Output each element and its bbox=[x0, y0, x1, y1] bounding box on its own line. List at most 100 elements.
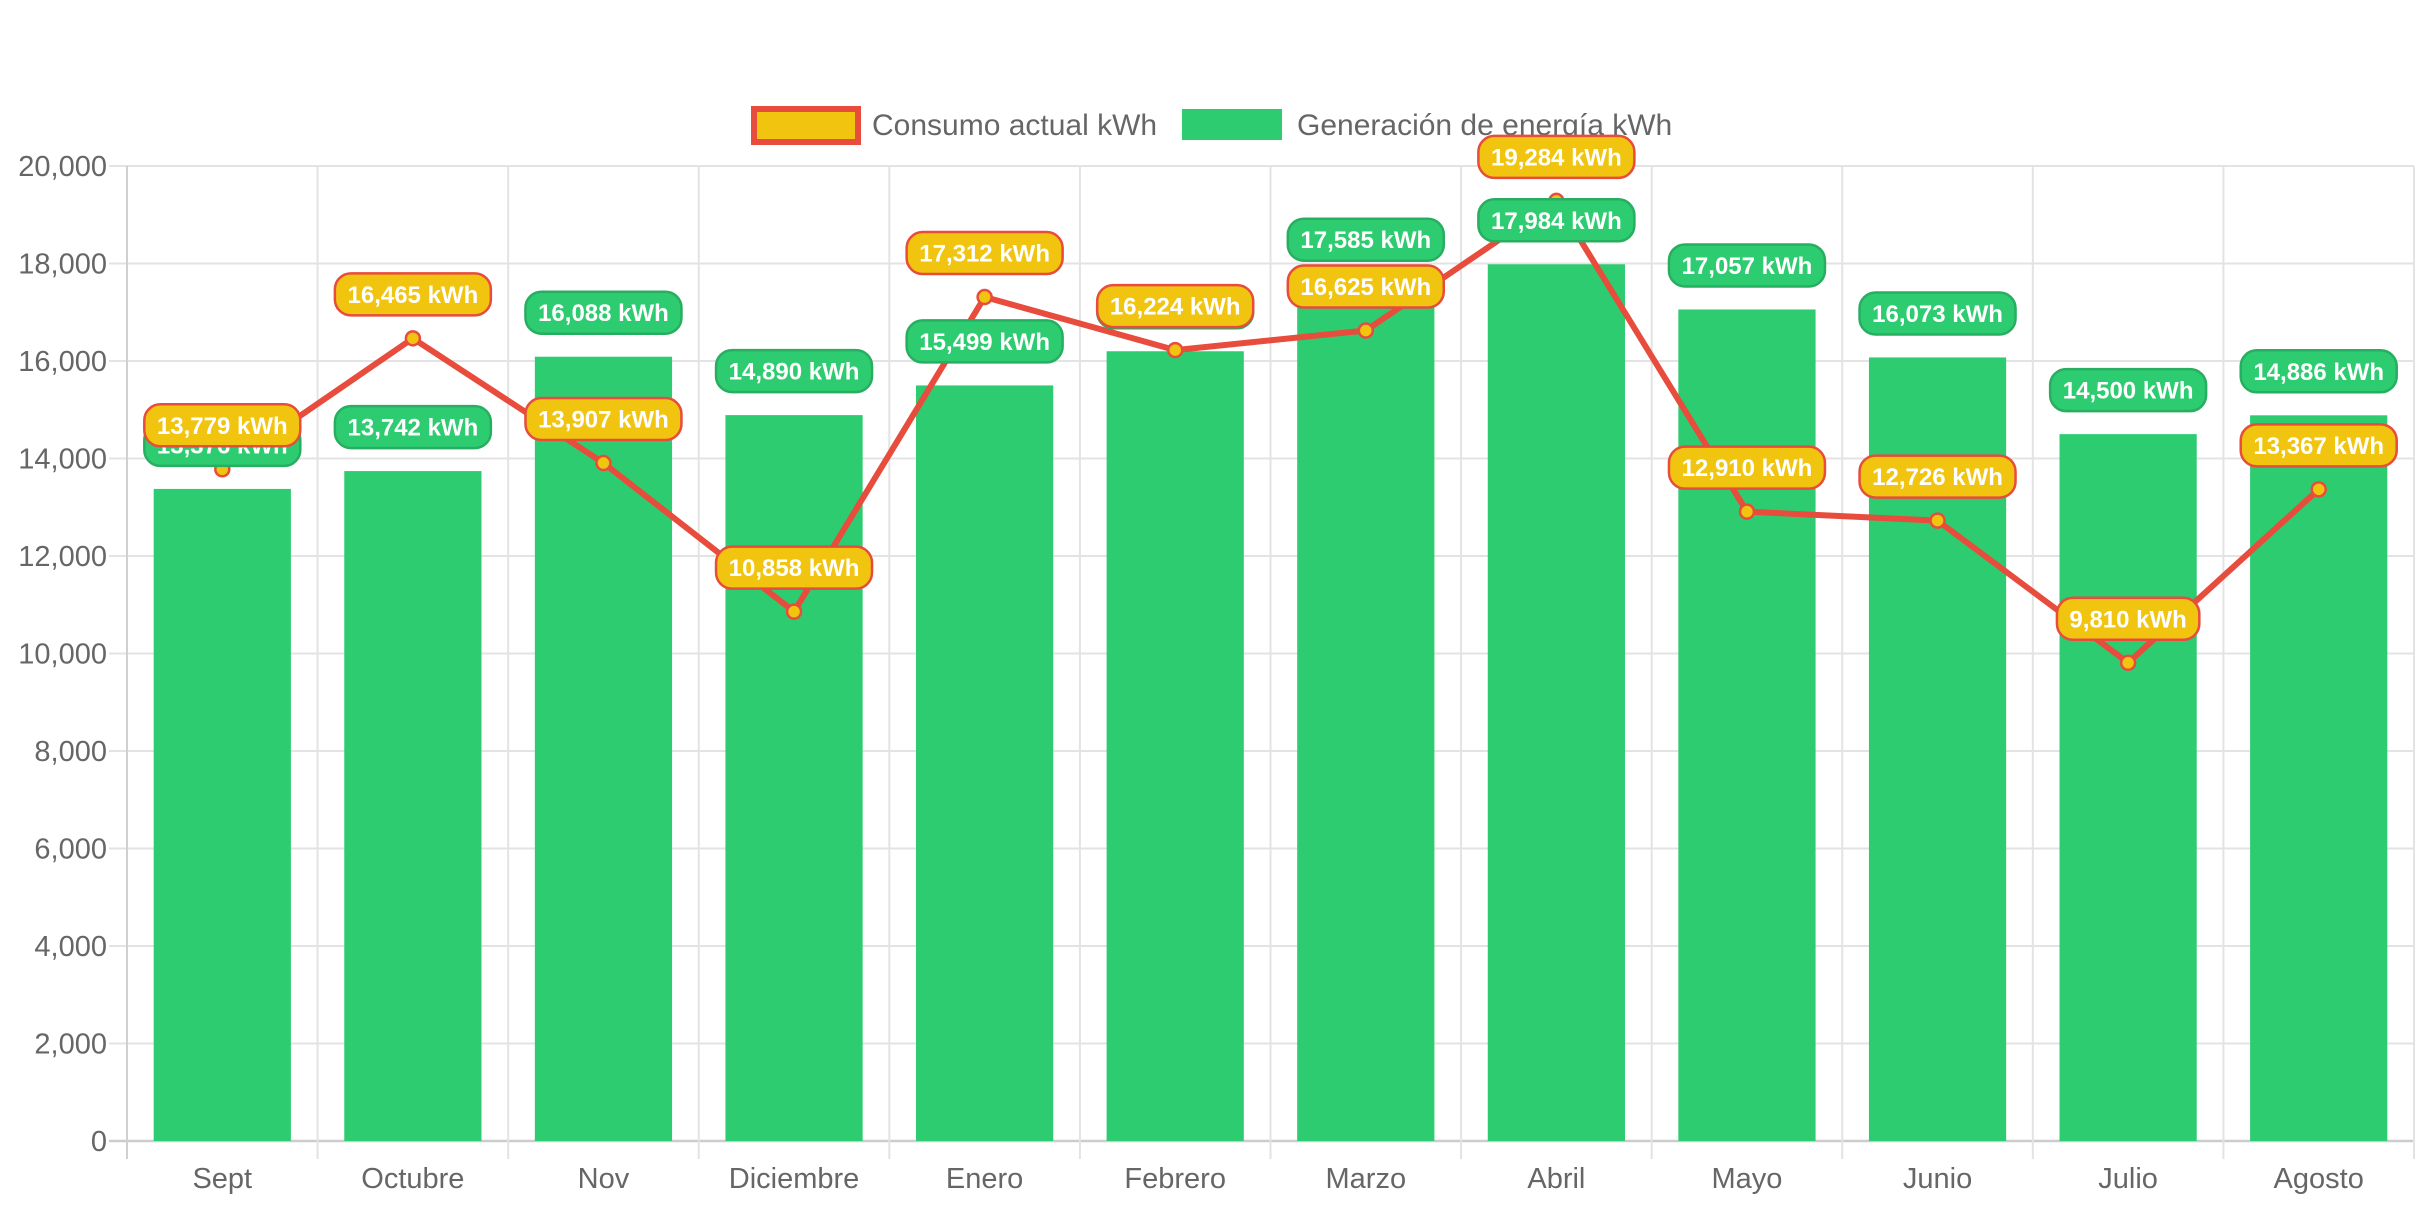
data-label-generacion: 16,073 kWh bbox=[1858, 291, 2017, 336]
data-label-consumo-bg bbox=[333, 272, 493, 317]
data-label-consumo-text: 17,312 kWh bbox=[919, 241, 1050, 268]
data-label-consumo: 17,312 kWh bbox=[905, 230, 1064, 276]
data-label-generacion: 16,088 kWh bbox=[524, 290, 683, 335]
line-point-consumo bbox=[2119, 654, 2137, 672]
data-label-generacion: 14,890 kWh bbox=[714, 348, 874, 394]
data-label-consumo-text: 12,910 kWh bbox=[1682, 455, 1813, 482]
data-label-consumo-text: 13,779 kWh bbox=[157, 413, 288, 440]
legend-swatch-consumo bbox=[751, 106, 861, 145]
data-label-generacion: 17,585 kWh bbox=[1286, 217, 1446, 262]
data-label-consumo-bg bbox=[143, 403, 302, 448]
data-label-generacion-text: 17,984 kWh bbox=[1491, 208, 1622, 235]
line-point-consumo bbox=[1929, 512, 1946, 529]
y-tick-label: 10,000 bbox=[18, 639, 107, 671]
y-axis: 0 2,000 4,000 6,000 8,000 10,000 12,000 14,000 1… bbox=[18, 151, 107, 1158]
data-label-consumo-text: 13,367 kWh bbox=[2253, 433, 2384, 460]
y-tick-label: 14,000 bbox=[18, 444, 107, 476]
data-label-generacion: 15,499 kWh bbox=[905, 319, 1064, 364]
data-label-consumo-bg bbox=[1477, 134, 1636, 180]
data-label-generacion-bg bbox=[333, 404, 493, 450]
line-point-consumo bbox=[2310, 481, 2327, 498]
data-label-consumo: 16,625 kWh bbox=[1286, 264, 1446, 309]
legend-item-consumo[interactable]: Consumo actual kWh bbox=[751, 106, 1157, 145]
bar-generacion bbox=[534, 356, 673, 1142]
line-point-consumo bbox=[1738, 503, 1756, 520]
data-label-consumo: 13,367 kWh bbox=[2239, 423, 2398, 468]
legend-label-consumo: Consumo actual kWh bbox=[872, 109, 1157, 142]
x-tick-label: Diciembre bbox=[729, 1163, 860, 1195]
data-label-generacion-bg bbox=[1858, 291, 2017, 336]
grid bbox=[109, 165, 2415, 1159]
data-label-generacion-bg bbox=[905, 319, 1064, 364]
data-label-consumo-text: 13,907 kWh bbox=[538, 407, 669, 434]
data-label-consumo-text: 16,224 kWh bbox=[1110, 294, 1241, 321]
x-tick-label: Agosto bbox=[2274, 1163, 2364, 1195]
data-label-generacion-text: 17,057 kWh bbox=[1682, 253, 1813, 280]
bar-generacion bbox=[2250, 415, 2388, 1141]
data-label-generacion-bg bbox=[524, 290, 683, 335]
data-label-consumo: 19,284 kWh bbox=[1477, 134, 1636, 180]
data-label-generacion-text: 14,890 kWh bbox=[729, 359, 860, 386]
bar-generacion bbox=[1106, 351, 1244, 1141]
data-label-generacion: 14,500 kWh bbox=[2048, 367, 2208, 413]
data-label-generacion-text: 13,742 kWh bbox=[348, 415, 479, 442]
x-tick-label: Febrero bbox=[1124, 1163, 1226, 1195]
x-tick-label: Abril bbox=[1527, 1163, 1585, 1195]
y-tick-label: 2,000 bbox=[34, 1029, 107, 1061]
x-tick-label: Enero bbox=[946, 1163, 1023, 1195]
data-label-generacion: 17,057 kWh bbox=[1667, 243, 1827, 288]
data-label-consumo-bg bbox=[1095, 283, 1255, 329]
line-point-consumo bbox=[785, 603, 803, 620]
data-label-generacion: 14,886 kWh bbox=[2239, 349, 2398, 394]
y-tick-label: 6,000 bbox=[34, 834, 107, 866]
data-label-consumo: 10,858 kWh bbox=[714, 545, 874, 590]
data-label-consumo-bg bbox=[2239, 423, 2398, 468]
bar-generacion bbox=[344, 471, 482, 1141]
data-label-generacion-bg bbox=[714, 348, 874, 394]
data-label-consumo: 12,726 kWh bbox=[1858, 454, 2017, 499]
bar-generacion bbox=[153, 488, 291, 1141]
y-tick-label: 18,000 bbox=[18, 249, 107, 281]
data-label-consumo-bg bbox=[524, 396, 683, 442]
legend-swatch-generacion bbox=[1182, 109, 1282, 140]
data-label-generacion-bg bbox=[1286, 217, 1446, 262]
data-label-generacion-text: 14,886 kWh bbox=[2253, 359, 2384, 386]
line-path-consumo bbox=[220, 197, 2321, 666]
line-point-consumo bbox=[1166, 341, 1184, 359]
x-tick-label: Julio bbox=[2098, 1163, 2158, 1195]
x-tick-label: Sept bbox=[192, 1163, 252, 1195]
x-axis: Sept Octubre Nov Diciembre Enero Febrero Marzo… bbox=[192, 1163, 2363, 1195]
y-tick-label: 0 bbox=[91, 1126, 107, 1158]
data-label-consumo: 13,907 kWh bbox=[524, 396, 683, 442]
data-label-generacion-bg bbox=[1667, 243, 1827, 288]
data-label-generacion-text: 17,585 kWh bbox=[1300, 227, 1431, 254]
data-label-generacion-text: 16,073 kWh bbox=[1872, 301, 2003, 328]
data-label-generacion-bg bbox=[1477, 198, 1636, 243]
data-label-generacion-text: 15,499 kWh bbox=[919, 329, 1050, 356]
y-tick-label: 12,000 bbox=[18, 541, 107, 573]
line-point-consumo bbox=[976, 288, 993, 306]
x-tick-label: Mayo bbox=[1711, 1163, 1782, 1195]
data-label-consumo: 9,810 kWh bbox=[2055, 596, 2201, 642]
data-label-consumo: 16,465 kWh bbox=[333, 272, 493, 317]
data-label-consumo: 13,779 kWh bbox=[143, 403, 302, 448]
data-label-consumo-text: 19,284 kWh bbox=[1491, 144, 1622, 171]
x-tick-label: Junio bbox=[1903, 1163, 1972, 1195]
bar-generacion bbox=[2059, 434, 2197, 1141]
x-tick-label: Nov bbox=[578, 1163, 630, 1195]
data-label-generacion-text: 14,500 kWh bbox=[2063, 378, 2194, 405]
y-tick-label: 8,000 bbox=[34, 736, 107, 768]
data-label-consumo-text: 10,858 kWh bbox=[729, 555, 860, 582]
data-label-consumo-bg bbox=[1858, 454, 2017, 499]
data-label-consumo-bg bbox=[1667, 445, 1827, 490]
data-label-consumo-text: 16,625 kWh bbox=[1300, 274, 1431, 301]
data-label-generacion: 17,984 kWh bbox=[1477, 198, 1636, 243]
bar-generacion bbox=[1297, 283, 1435, 1141]
data-label-consumo-bg bbox=[1286, 264, 1446, 309]
bar-generacion bbox=[1487, 264, 1625, 1141]
y-tick-label: 20,000 bbox=[18, 151, 107, 183]
data-label-consumo-text: 16,465 kWh bbox=[348, 282, 479, 309]
data-label-consumo-bg bbox=[2055, 596, 2201, 642]
line-consumo bbox=[214, 192, 2327, 672]
